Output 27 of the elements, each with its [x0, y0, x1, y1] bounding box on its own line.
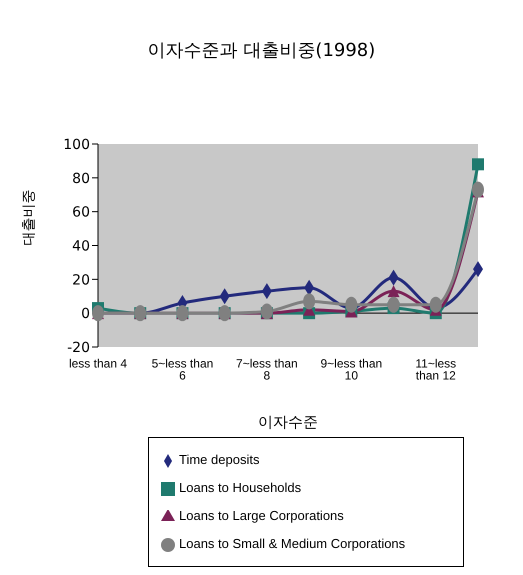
- point: [345, 296, 358, 313]
- y-tick-label: 60: [72, 204, 90, 221]
- legend-label: Loans to Large Corporations: [179, 508, 344, 523]
- x-tick-label: less than 4: [68, 356, 128, 371]
- point: [388, 285, 400, 298]
- y-tick-label: 80: [72, 170, 90, 187]
- x-tick-label: 11~less than 12: [415, 356, 456, 383]
- y-tick-label: 0: [81, 306, 90, 322]
- x-tick-label: 9~less than 10: [320, 356, 382, 383]
- point: [303, 293, 316, 310]
- x-tick-label: 7~less than 8: [236, 356, 298, 383]
- point: [472, 182, 484, 198]
- y-tick-label: -20: [67, 340, 90, 356]
- point: [260, 303, 273, 320]
- point: [430, 296, 442, 313]
- legend-label: Loans to Households: [179, 480, 302, 495]
- x-tick-label: 5~less than 6: [152, 356, 214, 383]
- y-tick-label: 100: [63, 136, 90, 153]
- y-tick-label: 20: [72, 272, 90, 288]
- legend-label: Time deposits: [179, 452, 260, 467]
- y-axis-title: 대출비중: [20, 190, 37, 246]
- y-tick-label: 40: [72, 238, 90, 254]
- point: [472, 158, 484, 170]
- x-axis-title: 이자수준: [258, 413, 318, 431]
- point: [388, 296, 400, 313]
- legend-label: Loans to Small & Medium Corporations: [179, 536, 406, 551]
- chart-title: 이자수준과 대출비중(1998): [146, 39, 376, 62]
